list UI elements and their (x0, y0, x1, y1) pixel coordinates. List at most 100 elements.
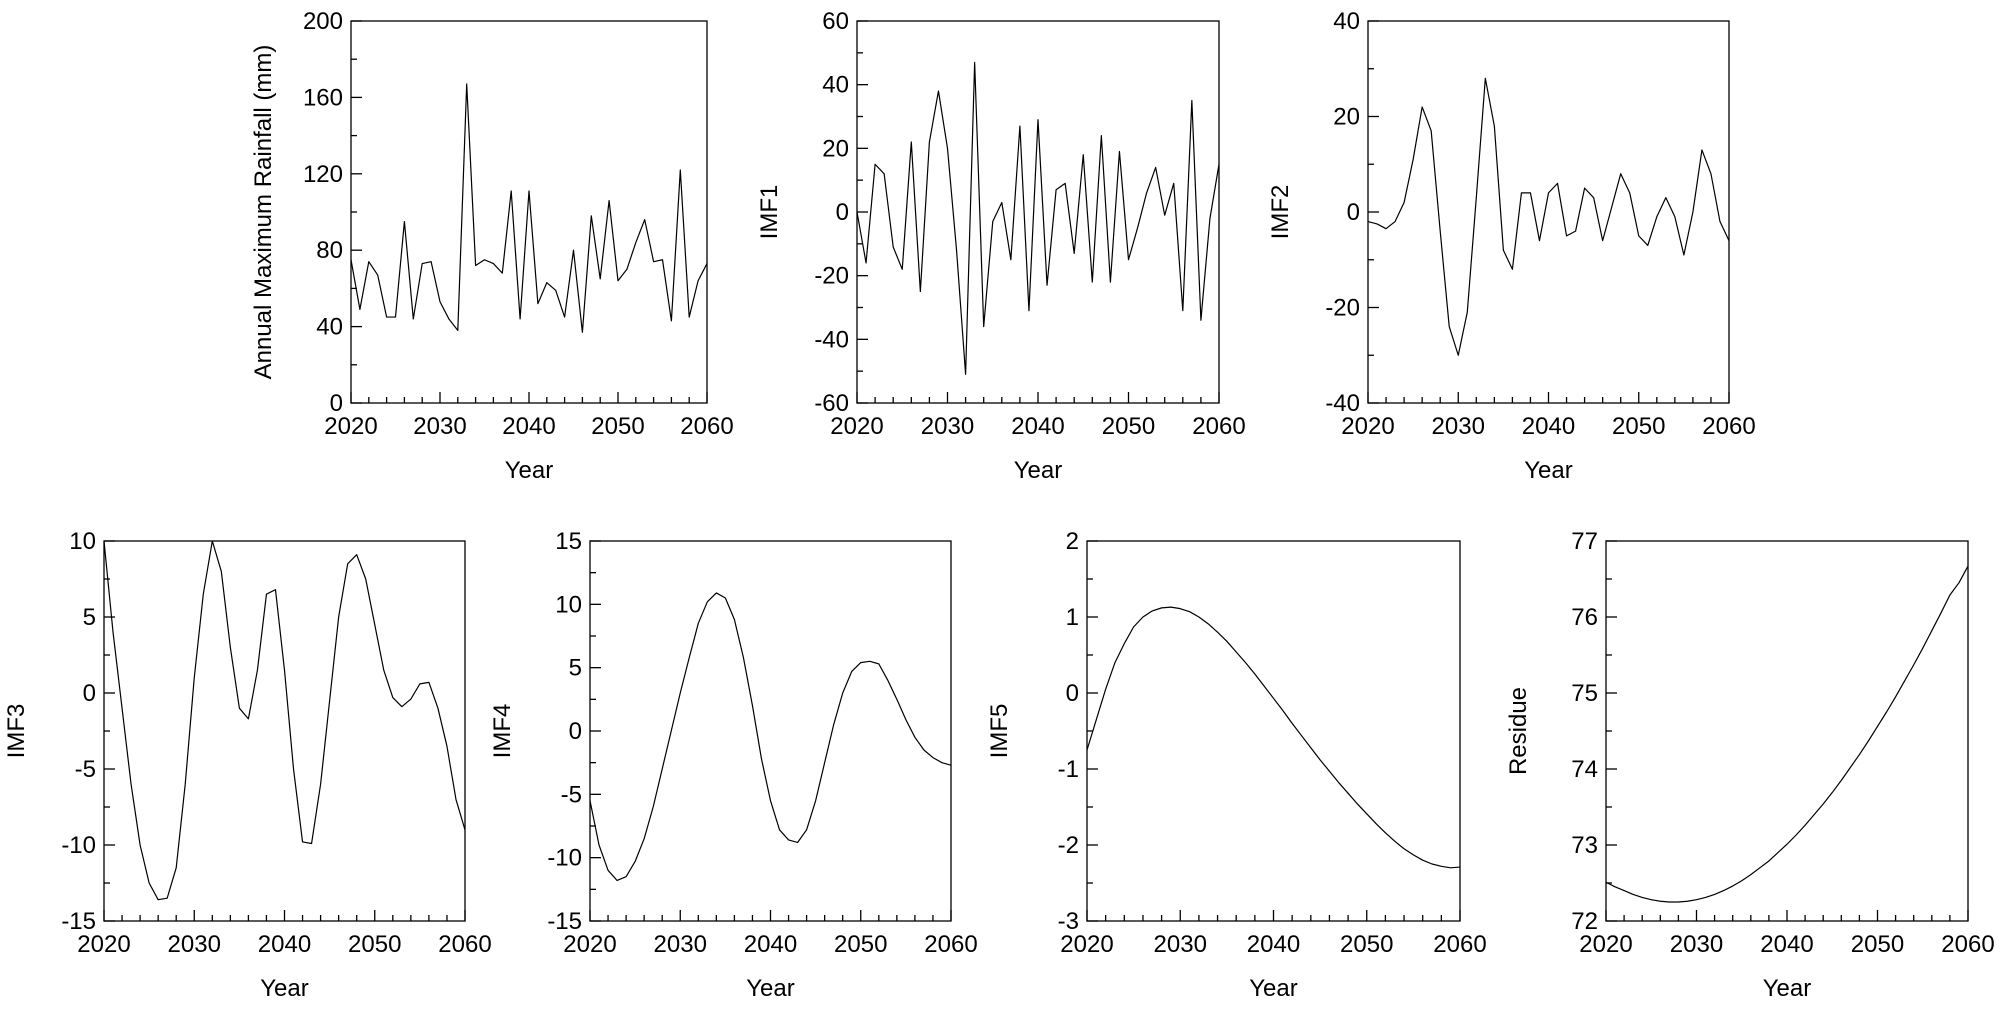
y-tick-label: -20 (1325, 295, 1360, 322)
x-axis-title: Year (1249, 975, 1298, 1002)
y-tick-label: 10 (555, 591, 582, 618)
x-tick-label: 2030 (1670, 931, 1723, 958)
y-tick-label: 5 (569, 655, 582, 682)
y-tick-label: 20 (1333, 104, 1360, 131)
x-tick-label: 2030 (1154, 931, 1207, 958)
y-tick-label: -5 (561, 781, 582, 808)
y-tick-label: -5 (75, 756, 96, 783)
series-line (857, 61, 1219, 375)
x-tick-label: 2050 (1851, 931, 1904, 958)
x-tick-label: 2040 (744, 931, 797, 958)
x-tick-label: 2050 (1102, 413, 1155, 440)
x-tick-label: 2040 (1522, 413, 1575, 440)
y-axis-title: IMF1 (756, 185, 783, 240)
y-axis-title: IMF4 (489, 704, 516, 759)
y-axis-title: IMF3 (3, 704, 30, 759)
panel-imf5: 2020 2030 2040 2050 2060 -3 -2 -1 0 1 2 Year IMF5 (986, 528, 1487, 1002)
x-tick-label: 2040 (1011, 413, 1064, 440)
y-tick-label: 1 (1066, 604, 1079, 631)
x-tick-label: 2040 (258, 931, 311, 958)
plot-frame (1086, 540, 1461, 922)
panel-imf3: 2020 2030 2040 2050 2060 -15 -10 -5 0 5 10 Year IMF3 (3, 528, 492, 1002)
x-tick-label: 2050 (1340, 931, 1393, 958)
y-tick-label: 75 (1571, 680, 1598, 707)
series-line (104, 541, 465, 901)
x-tick-label: 2040 (1247, 931, 1300, 958)
x-tick-label: 2060 (924, 931, 977, 958)
plot-frame (1605, 540, 1969, 922)
y-tick-label: 0 (1347, 199, 1360, 226)
y-tick-label: 15 (555, 528, 582, 555)
x-tick-label: 2060 (680, 413, 733, 440)
x-tick-label: 2030 (654, 931, 707, 958)
panel-residue: 2020 2030 2040 2050 2060 72 73 74 75 76 77 Year Resi… (1505, 528, 1995, 1002)
y-tick-label: -20 (814, 263, 849, 290)
plot-frame (350, 20, 708, 404)
x-tick-label: 2050 (348, 931, 401, 958)
y-tick-label: -15 (547, 908, 582, 935)
y-tick-label: 60 (822, 8, 849, 35)
x-tick-label: 2030 (1432, 413, 1485, 440)
y-tick-label: 0 (836, 199, 849, 226)
y-tick-label: 20 (822, 135, 849, 162)
y-tick-label: -60 (814, 390, 849, 417)
y-tick-label: 10 (69, 528, 96, 555)
y-tick-label: -40 (814, 326, 849, 353)
y-tick-label: -3 (1058, 908, 1079, 935)
series-line (590, 592, 951, 882)
x-tick-label: 2040 (502, 413, 555, 440)
y-tick-label: -40 (1325, 390, 1360, 417)
panel-annual-maximum-rainfall: 2020 2030 2040 2050 2060 0 40 80 120 160 200 Year An… (250, 8, 734, 484)
series-line (1606, 565, 1968, 903)
x-axis-title: Year (1524, 457, 1573, 484)
y-tick-label: 40 (1333, 8, 1360, 35)
x-tick-label: 2020 (563, 931, 616, 958)
y-tick-label: 0 (83, 680, 96, 707)
x-tick-label: 2020 (324, 413, 377, 440)
y-tick-label: 0 (569, 718, 582, 745)
y-tick-label: 160 (303, 84, 343, 111)
y-tick-label: 72 (1571, 908, 1598, 935)
x-tick-label: 2060 (1192, 413, 1245, 440)
x-tick-label: 2030 (413, 413, 466, 440)
x-tick-label: 2050 (834, 931, 887, 958)
y-tick-label: 74 (1571, 756, 1598, 783)
series-line (1368, 77, 1729, 356)
x-axis-title: Year (1763, 975, 1812, 1002)
y-tick-label: 200 (303, 8, 343, 35)
y-axis-title: IMF2 (1267, 185, 1294, 240)
y-tick-label: 5 (83, 604, 96, 631)
x-tick-label: 2060 (1941, 931, 1994, 958)
y-tick-label: 77 (1571, 528, 1598, 555)
plot-frame (103, 540, 466, 922)
y-tick-label: 40 (316, 314, 343, 341)
x-tick-label: 2030 (168, 931, 221, 958)
series-line (1087, 606, 1460, 869)
y-tick-label: 80 (316, 237, 343, 264)
x-axis-title: Year (1014, 457, 1063, 484)
x-tick-label: 2050 (1612, 413, 1665, 440)
y-tick-label: -10 (547, 845, 582, 872)
series-line (351, 83, 707, 333)
x-tick-label: 2060 (1702, 413, 1755, 440)
y-tick-label: -15 (61, 908, 96, 935)
y-tick-label: 40 (822, 72, 849, 99)
x-axis-title: Year (260, 975, 309, 1002)
plot-frame (1367, 20, 1730, 404)
x-tick-label: 2020 (77, 931, 130, 958)
x-tick-label: 2040 (1760, 931, 1813, 958)
plot-frame (589, 540, 952, 922)
x-axis-title: Year (505, 457, 554, 484)
y-tick-label: 73 (1571, 832, 1598, 859)
panel-imf4: 2020 2030 2040 2050 2060 -15 -10 -5 0 5 10 15 Year IM… (489, 528, 978, 1002)
y-tick-label: 2 (1066, 528, 1079, 555)
x-tick-label: 2020 (830, 413, 883, 440)
y-tick-label: 0 (330, 390, 343, 417)
y-axis-title: Residue (1505, 687, 1532, 775)
y-tick-label: 120 (303, 161, 343, 188)
y-tick-label: -10 (61, 832, 96, 859)
y-axis-title: IMF5 (986, 704, 1013, 759)
x-tick-label: 2050 (591, 413, 644, 440)
